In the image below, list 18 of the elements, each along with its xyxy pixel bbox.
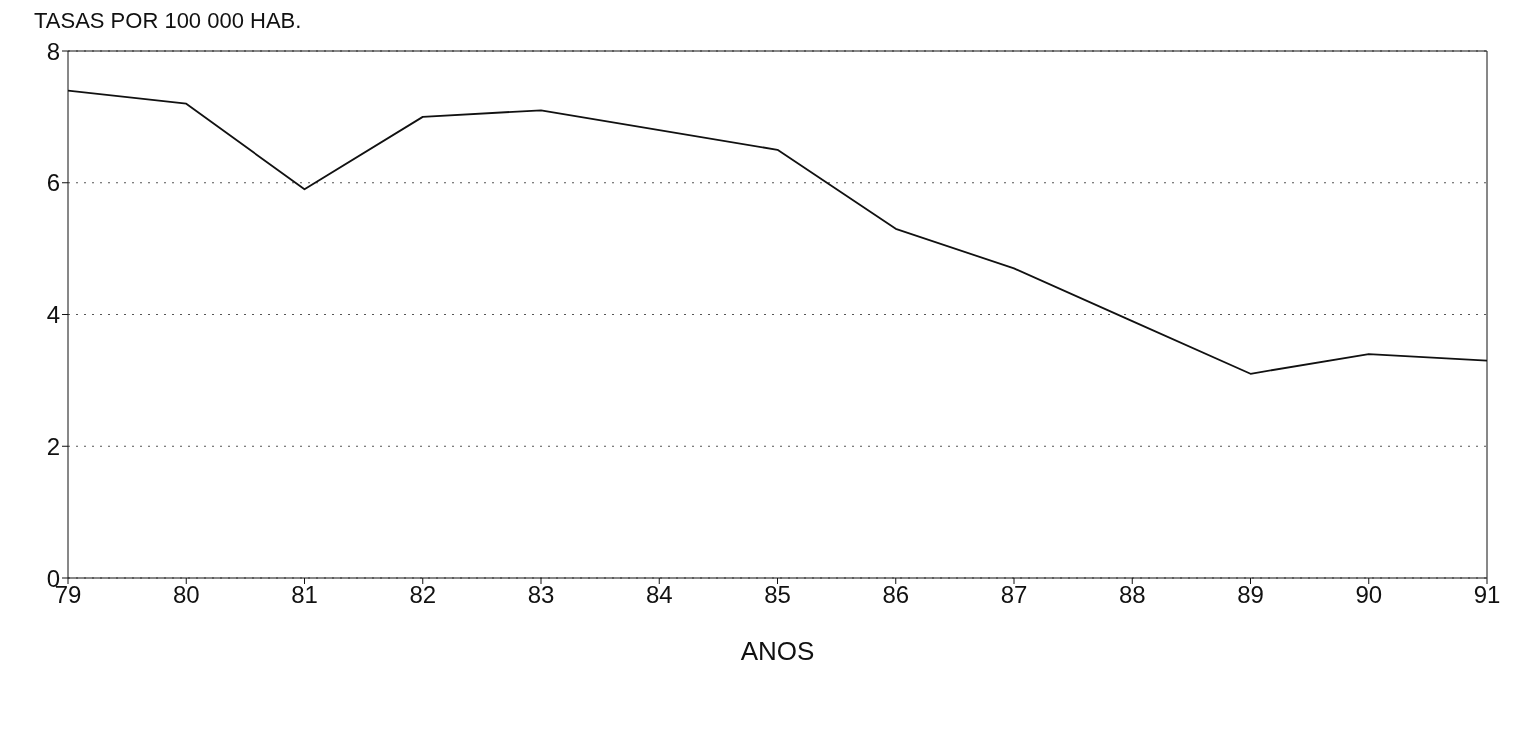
x-tick-label: 91 xyxy=(1473,581,1501,609)
x-tick-label: 82 xyxy=(409,581,437,609)
y-axis-title: TASAS POR 100 000 HAB. xyxy=(34,8,303,35)
x-tick-label: 89 xyxy=(1237,581,1264,609)
x-tick-label: 83 xyxy=(527,581,555,609)
y-tick-label: 6 xyxy=(46,169,60,197)
x-tick-label: 85 xyxy=(764,581,791,609)
x-axis-title: ANOS xyxy=(740,636,815,666)
y-tick-label: 4 xyxy=(46,301,60,329)
x-tick-label: 80 xyxy=(172,581,200,609)
x-tick-label: 87 xyxy=(1000,581,1028,609)
x-tick-label: 88 xyxy=(1118,581,1146,609)
y-tick-label: 2 xyxy=(46,432,60,460)
x-tick-label: 86 xyxy=(882,581,910,609)
y-tick-label: 8 xyxy=(46,37,60,65)
x-tick-label: 84 xyxy=(645,581,673,609)
x-tick-label: 81 xyxy=(291,581,318,609)
x-tick-label: 90 xyxy=(1355,581,1383,609)
